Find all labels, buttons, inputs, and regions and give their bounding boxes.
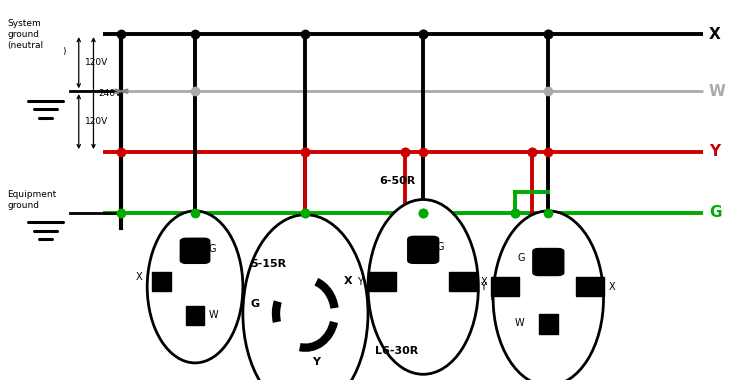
Ellipse shape: [243, 215, 368, 380]
FancyBboxPatch shape: [449, 272, 477, 291]
Text: G: G: [436, 242, 444, 252]
Text: X: X: [135, 272, 142, 282]
Text: W: W: [515, 318, 525, 328]
FancyBboxPatch shape: [368, 272, 396, 291]
FancyBboxPatch shape: [539, 314, 558, 334]
FancyBboxPatch shape: [180, 238, 210, 263]
Ellipse shape: [493, 211, 604, 380]
FancyBboxPatch shape: [408, 236, 439, 263]
Text: L6-30R: L6-30R: [375, 347, 419, 356]
Text: 5-15R: 5-15R: [250, 259, 286, 269]
FancyBboxPatch shape: [576, 277, 604, 296]
Text: 6-50R: 6-50R: [379, 176, 415, 185]
FancyBboxPatch shape: [491, 277, 519, 296]
Text: W: W: [208, 310, 218, 320]
Text: ): ): [63, 47, 66, 56]
Text: Y: Y: [357, 277, 363, 287]
Ellipse shape: [368, 200, 478, 374]
FancyBboxPatch shape: [186, 306, 204, 325]
Text: 120V: 120V: [85, 58, 108, 67]
Text: X: X: [609, 282, 615, 292]
Text: Y: Y: [313, 357, 320, 367]
Text: X: X: [709, 27, 721, 42]
Text: X: X: [481, 277, 487, 287]
FancyBboxPatch shape: [533, 249, 564, 276]
Text: Y: Y: [480, 282, 486, 292]
Text: G: G: [208, 244, 216, 254]
FancyBboxPatch shape: [152, 272, 171, 291]
Text: 120V: 120V: [85, 117, 108, 126]
Text: W: W: [709, 84, 726, 99]
Text: G: G: [517, 253, 525, 263]
Text: System
ground
(neutral: System ground (neutral: [7, 19, 43, 50]
Text: X: X: [344, 276, 353, 286]
Text: Equipment
ground: Equipment ground: [7, 190, 57, 210]
Ellipse shape: [147, 211, 243, 363]
Text: G: G: [251, 299, 260, 309]
Text: Y: Y: [709, 144, 720, 160]
Text: G: G: [709, 205, 721, 220]
Text: 240V: 240V: [98, 89, 121, 98]
